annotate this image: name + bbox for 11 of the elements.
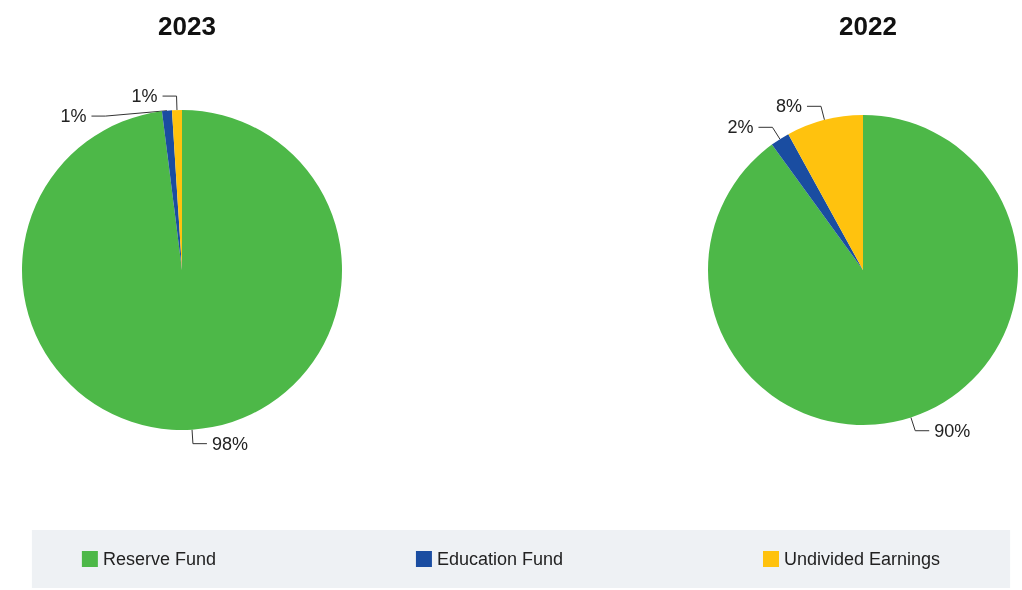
legend-label: Reserve Fund — [102, 549, 216, 569]
chart-title: 2022 — [839, 11, 897, 41]
legend-label: Undivided Earnings — [784, 549, 941, 569]
data-label: 8% — [775, 96, 802, 117]
data-label: 1% — [60, 106, 87, 127]
data-label: 2% — [727, 117, 754, 138]
data-label: 1% — [131, 86, 158, 107]
data-label: 90% — [934, 420, 971, 441]
chart-title: 2023 — [158, 11, 216, 41]
data-label: 98% — [211, 433, 248, 454]
legend-label: Education Fund — [436, 549, 564, 569]
